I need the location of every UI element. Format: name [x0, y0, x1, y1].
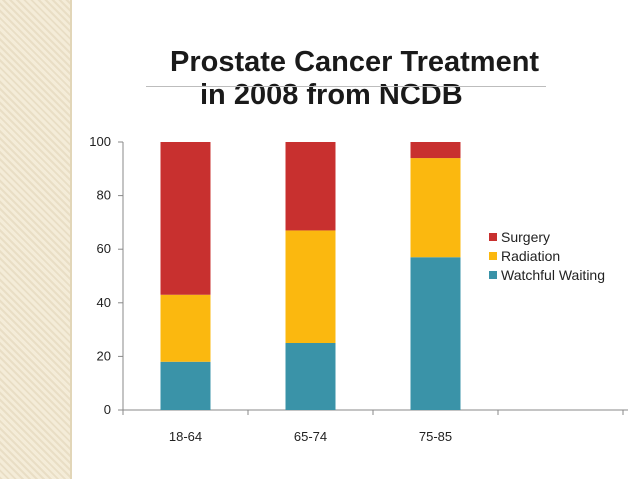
y-tick-label: 40: [97, 295, 111, 310]
y-tick-label: 20: [97, 348, 111, 363]
x-tick-label: 75-85: [419, 429, 452, 444]
y-tick-label: 60: [97, 241, 111, 256]
legend-label-watchful-waiting: Watchful Waiting: [501, 267, 605, 283]
legend-swatch-radiation: [489, 252, 497, 260]
bar-radiation-18-64: [160, 294, 211, 362]
chart-legend: Surgery Radiation Watchful Waiting: [489, 229, 605, 283]
bar-surgery-65-74: [285, 142, 336, 231]
bar-radiation-65-74: [285, 230, 336, 343]
chart-title-line-2: in 2008 from NCDB: [200, 79, 463, 111]
y-tick-labels: 0 20 40 60 80 100: [89, 134, 111, 417]
y-tick-label: 0: [104, 402, 111, 417]
bar-radiation-75-85: [410, 158, 461, 258]
x-tick-label: 65-74: [294, 429, 327, 444]
y-tick-label: 100: [89, 134, 111, 149]
chart-title: Prostate Cancer Treatment in 2008 from N…: [150, 46, 590, 112]
legend-label-surgery: Surgery: [501, 229, 550, 245]
y-tick-label: 80: [97, 188, 111, 203]
title-underline: [146, 86, 546, 87]
legend-label-radiation: Radiation: [501, 248, 560, 264]
bar-surgery-75-85: [410, 142, 461, 159]
x-tick-label: 18-64: [169, 429, 202, 444]
bar-watchful-waiting-65-74: [285, 343, 336, 410]
legend-swatch-surgery: [489, 233, 497, 241]
x-tick-labels: 18-64 65-74 75-85: [169, 429, 452, 444]
chart-title-line-1: Prostate Cancer Treatment: [170, 46, 540, 78]
decorative-side-band: [0, 0, 72, 479]
bar-surgery-18-64: [160, 142, 211, 295]
bar-watchful-waiting-75-85: [410, 257, 461, 410]
legend-swatch-watchful-waiting: [489, 271, 497, 279]
bar-watchful-waiting-18-64: [160, 361, 211, 410]
chart-bars: [160, 142, 461, 410]
